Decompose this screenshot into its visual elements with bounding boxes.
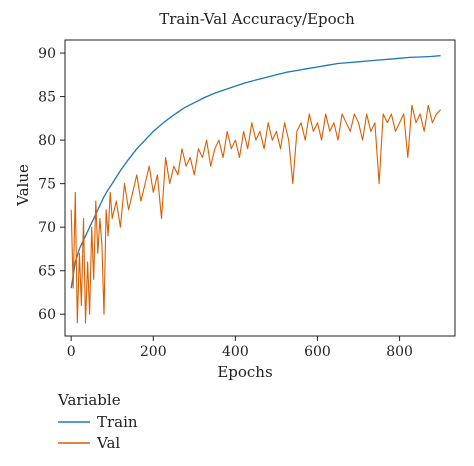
x-tick-label: 200 (140, 344, 167, 360)
x-tick-label: 800 (386, 344, 413, 360)
y-tick-label: 60 (38, 307, 56, 323)
plot-area: 0 200 400 600 800 60 65 70 75 80 85 90 (38, 39, 456, 360)
legend-title: Variable (57, 391, 121, 409)
y-tick-label: 90 (38, 46, 56, 62)
x-tick-label: 0 (67, 344, 76, 360)
y-axis-label: Value (14, 164, 32, 207)
legend: Variable Train Val (57, 391, 138, 452)
legend-label-train: Train (97, 413, 138, 431)
x-tick-label: 600 (304, 344, 331, 360)
plot-frame (64, 39, 456, 337)
y-tick-label: 70 (38, 220, 56, 236)
series-line-train (70, 55, 441, 289)
x-axis-label: Epochs (217, 363, 272, 381)
legend-label-val: Val (96, 434, 120, 452)
y-tick-label: 65 (38, 264, 56, 280)
y-tick-label: 75 (38, 177, 56, 193)
x-tick-label: 400 (222, 344, 249, 360)
series-line-val (70, 104, 442, 324)
chart-title: Train-Val Accuracy/Epoch (159, 10, 355, 28)
y-tick-label: 85 (38, 90, 56, 106)
y-tick-label: 80 (38, 133, 56, 149)
